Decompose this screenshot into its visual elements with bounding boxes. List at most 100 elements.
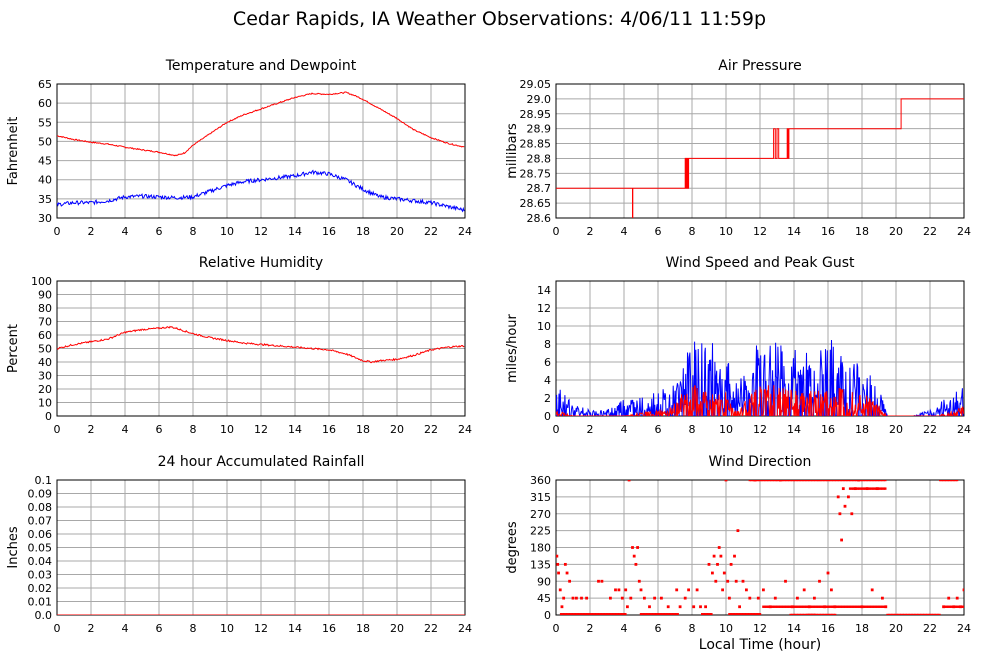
- data-point: [935, 613, 938, 615]
- data-point: [868, 480, 872, 482]
- x-tick-label: 16: [322, 622, 336, 635]
- x-tick-label: 6: [156, 423, 163, 436]
- data-point: [755, 613, 759, 615]
- data-point: [956, 605, 959, 608]
- data-point: [692, 605, 696, 609]
- data-point: [801, 613, 805, 615]
- data-point: [699, 605, 702, 609]
- data-point: [674, 613, 678, 615]
- y-axis-label: Inches: [6, 526, 21, 568]
- data-point: [835, 480, 838, 482]
- data-point: [648, 605, 651, 609]
- data-point: [578, 613, 581, 615]
- x-tick-label: 14: [787, 622, 801, 635]
- data-point: [752, 613, 756, 615]
- y-tick-label: 80: [38, 302, 52, 315]
- data-point: [868, 605, 872, 608]
- y-tick-label: 100: [31, 275, 52, 288]
- x-tick-label: 20: [390, 423, 404, 436]
- data-point: [678, 605, 682, 609]
- data-point: [812, 605, 816, 608]
- data-point: [608, 613, 612, 615]
- data-point: [845, 605, 849, 608]
- data-point: [847, 480, 850, 482]
- data-point: [882, 605, 885, 608]
- data-point: [862, 605, 865, 608]
- data-point: [865, 480, 869, 482]
- data-point: [765, 605, 768, 608]
- data-point: [841, 480, 844, 482]
- data-point: [738, 613, 742, 615]
- y-tick-label: 0.08: [28, 501, 53, 514]
- data-point: [675, 588, 679, 592]
- data-point: [947, 596, 951, 600]
- data-point: [829, 613, 832, 615]
- data-point: [617, 588, 621, 592]
- data-point: [870, 588, 874, 592]
- data-point: [627, 480, 631, 482]
- x-tick-label: 4: [621, 423, 628, 436]
- data-point: [637, 579, 641, 583]
- data-point: [671, 613, 675, 615]
- y-tick-label: 6: [544, 356, 551, 369]
- data-point: [724, 480, 728, 482]
- data-point: [824, 480, 827, 482]
- data-point: [798, 480, 802, 482]
- x-tick-label: 14: [288, 622, 302, 635]
- data-point: [580, 596, 583, 600]
- data-point: [803, 605, 806, 608]
- x-tick-label: 6: [655, 423, 662, 436]
- data-point: [836, 495, 840, 499]
- data-point: [641, 613, 644, 615]
- data-point: [783, 605, 787, 608]
- data-point: [804, 613, 808, 615]
- data-point: [818, 613, 822, 615]
- data-point: [876, 605, 879, 608]
- x-tick-label: 8: [190, 622, 197, 635]
- data-point: [851, 605, 855, 608]
- x-tick-label: 6: [655, 622, 662, 635]
- data-point: [745, 588, 748, 592]
- data-point: [786, 605, 790, 608]
- data-point: [821, 480, 824, 482]
- data-point: [561, 613, 564, 615]
- data-point: [768, 605, 772, 609]
- data-point: [823, 613, 826, 615]
- data-point: [850, 605, 853, 608]
- data-point: [566, 613, 569, 615]
- series-line: [556, 385, 964, 416]
- data-point: [831, 605, 835, 608]
- data-point: [898, 613, 901, 615]
- data-point: [889, 613, 892, 615]
- data-point: [887, 613, 891, 615]
- x-tick-label: 16: [322, 423, 336, 436]
- data-point: [880, 605, 884, 608]
- data-point: [916, 613, 920, 615]
- data-point: [861, 487, 864, 490]
- data-point: [683, 596, 687, 600]
- data-point: [847, 605, 850, 608]
- x-tick-label: 2: [587, 423, 594, 436]
- data-point: [648, 613, 652, 615]
- page-title: Cedar Rapids, IA Weather Observations: 4…: [232, 8, 767, 30]
- data-point: [864, 487, 867, 490]
- data-point: [940, 480, 943, 482]
- y-tick-label: 2: [544, 392, 551, 405]
- data-point: [954, 605, 958, 608]
- x-tick-label: 20: [889, 225, 903, 238]
- data-point: [838, 512, 842, 516]
- data-point: [918, 613, 921, 615]
- data-point: [634, 562, 638, 566]
- data-point: [673, 613, 676, 615]
- data-point: [798, 605, 802, 608]
- x-tick-label: 24: [957, 423, 971, 436]
- data-point: [597, 579, 600, 583]
- y-tick-label: 225: [530, 525, 551, 538]
- data-point: [827, 613, 831, 615]
- data-point: [870, 487, 873, 490]
- data-point: [818, 579, 821, 583]
- data-point: [951, 480, 954, 482]
- y-tick-label: 60: [38, 97, 52, 110]
- data-point: [862, 480, 866, 482]
- data-point: [945, 480, 948, 482]
